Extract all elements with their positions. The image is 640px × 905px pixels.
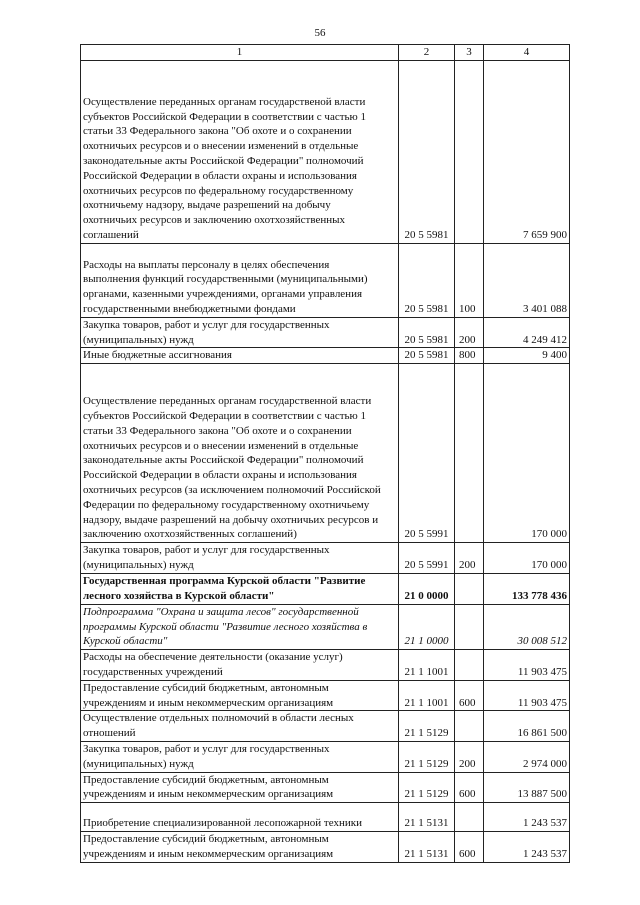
table-row: Закупка товаров, работ и услуг для госуд… [80,316,570,349]
table-row: Предоставление субсидий бюджетным, автон… [80,771,570,804]
page-number: 56 [314,27,326,39]
table-row: Приобретение специализированной лесопожа… [80,802,570,833]
row-name: Предоставление субсидий бюджетным, автон… [80,771,399,804]
table-row: Подпрограмма "Охрана и защита лесов" гос… [80,603,570,651]
row-code: 21 1 5131 [398,802,455,833]
row-code: 21 1 1001 [398,649,455,681]
row-name: Иные бюджетные ассигнования [80,347,399,365]
row-code: 20 5 5991 [398,363,455,544]
header-col-1: 1 [80,44,399,61]
header-col-4: 4 [483,44,570,61]
row-name: Осуществление переданных органам государ… [80,59,399,244]
row-amount: 170 000 [483,363,570,544]
header-col-3: 3 [454,44,484,61]
row-name: Предоставление субсидий бюджетным, автон… [80,831,399,863]
header-col-2: 2 [398,44,455,61]
row-code: 21 1 5129 [398,740,455,773]
table-row: Предоставление субсидий бюджетным, автон… [80,679,570,712]
row-type: 200 [454,316,484,349]
row-amount: 30 008 512 [483,603,570,651]
row-amount: 7 659 900 [483,59,570,244]
table-row: Государственная программа Курской област… [80,572,570,605]
table-row: Предоставление субсидий бюджетным, автон… [80,831,570,863]
row-type [454,802,484,833]
table-header-row: 1 2 3 4 [80,44,570,61]
row-type: 600 [454,679,484,712]
table-row: Осуществление переданных органам государ… [80,363,570,544]
row-amount: 11 903 475 [483,679,570,712]
budget-table: 1 2 3 4 Осуществление переданных органам… [80,44,570,863]
table-row: Закупка товаров, работ и услуг для госуд… [80,740,570,773]
row-type: 600 [454,831,484,863]
row-name: Осуществление переданных органам государ… [80,363,399,544]
row-name: Осуществление отдельных полномочий в обл… [80,710,399,742]
row-amount: 1 243 537 [483,802,570,833]
row-amount: 16 861 500 [483,710,570,742]
row-amount: 133 778 436 [483,572,570,605]
table-row: Закупка товаров, работ и услуг для госуд… [80,542,570,574]
row-code: 20 5 5981 [398,242,455,318]
row-amount: 13 887 500 [483,771,570,804]
row-name: Предоставление субсидий бюджетным, автон… [80,679,399,712]
row-code: 20 5 5981 [398,347,455,365]
row-amount: 3 401 088 [483,242,570,318]
row-code: 21 0 0000 [398,572,455,605]
row-type [454,59,484,244]
row-name: Закупка товаров, работ и услуг для госуд… [80,542,399,574]
row-type: 600 [454,771,484,804]
row-amount: 1 243 537 [483,831,570,863]
row-code: 20 5 5981 [398,316,455,349]
row-code: 20 5 5991 [398,542,455,574]
row-name: Государственная программа Курской област… [80,572,399,605]
row-code: 21 1 5129 [398,710,455,742]
row-code: 21 1 0000 [398,603,455,651]
row-type: 100 [454,242,484,318]
row-amount: 170 000 [483,542,570,574]
row-code: 21 1 5131 [398,831,455,863]
row-amount: 2 974 000 [483,740,570,773]
row-amount: 9 400 [483,347,570,365]
row-type [454,710,484,742]
row-type [454,649,484,681]
row-type: 200 [454,542,484,574]
table-row: Расходы на обеспечение деятельности (ока… [80,649,570,681]
row-type: 800 [454,347,484,365]
row-name: Закупка товаров, работ и услуг для госуд… [80,316,399,349]
row-name: Расходы на обеспечение деятельности (ока… [80,649,399,681]
row-name: Подпрограмма "Охрана и защита лесов" гос… [80,603,399,651]
row-type: 200 [454,740,484,773]
row-code: 21 1 1001 [398,679,455,712]
row-type [454,603,484,651]
table-row: Расходы на выплаты персоналу в целях обе… [80,242,570,318]
table-row: Осуществление переданных органам государ… [80,59,570,244]
row-code: 20 5 5981 [398,59,455,244]
row-name: Расходы на выплаты персоналу в целях обе… [80,242,399,318]
row-type [454,363,484,544]
table-row: Осуществление отдельных полномочий в обл… [80,710,570,742]
table-row: Иные бюджетные ассигнования 20 5 5981 800 9… [80,347,570,365]
row-amount: 11 903 475 [483,649,570,681]
row-type [454,572,484,605]
row-name: Закупка товаров, работ и услуг для госуд… [80,740,399,773]
row-amount: 4 249 412 [483,316,570,349]
row-code: 21 1 5129 [398,771,455,804]
row-name: Приобретение специализированной лесопожа… [80,802,399,833]
